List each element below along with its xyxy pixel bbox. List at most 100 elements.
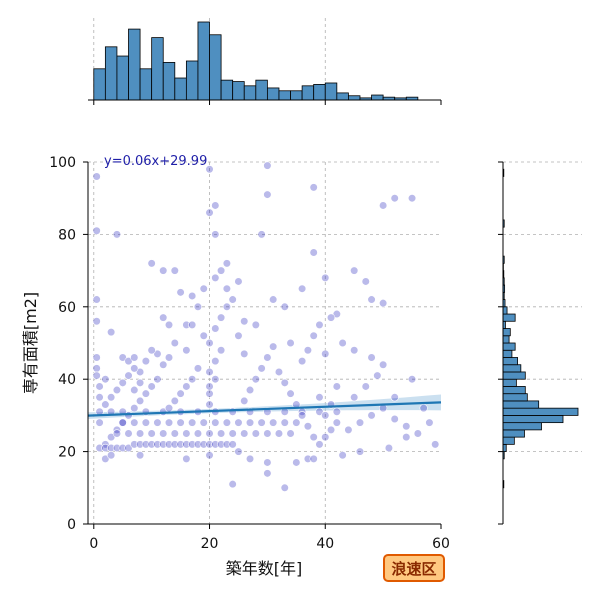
data-point — [193, 440, 203, 449]
x-hist-bar — [371, 94, 384, 101]
data-point — [240, 349, 249, 358]
y-hist-bar — [502, 306, 508, 315]
data-point — [112, 429, 122, 438]
y-hist-bar — [502, 422, 542, 431]
data-point — [182, 454, 191, 463]
data-point — [257, 418, 266, 427]
x-hist-bar — [324, 82, 338, 101]
data-point — [92, 226, 101, 235]
x-hist-bar — [348, 95, 361, 101]
data-point — [321, 349, 330, 358]
x-hist-bar — [266, 87, 280, 101]
data-point — [309, 248, 318, 257]
y-tick-label: 100 — [49, 155, 76, 171]
data-point — [211, 440, 220, 449]
data-point — [107, 451, 116, 460]
data-point — [92, 295, 101, 304]
data-point — [159, 313, 168, 322]
data-point — [164, 353, 174, 362]
data-point — [135, 378, 145, 387]
data-point — [130, 353, 139, 362]
y-hist-bar — [502, 414, 564, 424]
data-point — [124, 371, 133, 380]
data-point — [188, 375, 197, 384]
y-hist-bar — [502, 436, 515, 445]
data-point — [228, 440, 237, 449]
data-point — [367, 411, 376, 420]
data-point — [205, 429, 214, 438]
data-point — [147, 440, 156, 449]
data-point — [298, 411, 307, 420]
data-point — [280, 418, 289, 427]
data-point — [205, 165, 214, 174]
data-point — [263, 469, 272, 478]
data-point — [176, 440, 185, 449]
data-point — [211, 357, 220, 366]
data-point — [147, 382, 156, 391]
regression-line — [87, 401, 442, 417]
data-point — [298, 357, 307, 366]
x-hist-bar — [139, 68, 153, 101]
data-point — [118, 443, 127, 453]
x-hist-bar — [197, 21, 210, 101]
data-point — [95, 418, 104, 427]
data-point — [269, 295, 278, 304]
data-point — [124, 357, 133, 366]
x-hist-bar — [128, 28, 141, 101]
x-hist-bar — [313, 84, 326, 101]
x-hist-bar — [243, 85, 257, 101]
y-tick-label: 40 — [58, 372, 76, 388]
data-point — [234, 418, 243, 427]
data-point — [419, 404, 428, 413]
x-hist-bar — [93, 68, 106, 101]
data-point — [101, 454, 110, 463]
data-point — [286, 429, 295, 438]
data-point — [251, 429, 260, 438]
marginal-x-histogram — [88, 18, 442, 105]
data-point — [176, 288, 185, 297]
data-point — [130, 440, 139, 449]
data-point — [315, 320, 324, 330]
data-point — [425, 418, 434, 427]
data-point — [170, 396, 179, 406]
data-point — [234, 447, 243, 456]
y-hist-bar — [502, 371, 526, 380]
data-point — [251, 320, 260, 330]
data-point — [211, 375, 220, 384]
data-point — [274, 367, 284, 377]
data-point — [240, 429, 249, 438]
data-point — [95, 382, 104, 391]
data-point — [222, 418, 231, 427]
data-point — [326, 313, 336, 322]
data-point — [153, 349, 162, 358]
data-point — [361, 277, 370, 286]
data-point — [407, 194, 417, 203]
data-point — [101, 375, 110, 384]
data-point — [205, 389, 214, 398]
data-point — [199, 440, 208, 449]
data-point — [205, 440, 214, 449]
data-point — [390, 414, 399, 424]
data-point — [130, 418, 139, 427]
data-point — [147, 429, 156, 438]
data-point — [101, 400, 110, 409]
data-point — [193, 302, 203, 311]
data-point — [309, 183, 318, 192]
data-point — [182, 320, 191, 330]
data-point — [199, 418, 208, 427]
data-point — [92, 371, 101, 380]
data-point — [205, 367, 214, 377]
data-point — [361, 382, 370, 391]
data-point — [211, 273, 220, 282]
x-hist-bar — [336, 92, 349, 101]
x-hist-bar — [209, 34, 222, 101]
scatter-points — [92, 161, 440, 492]
x-hist-bar — [185, 60, 199, 101]
data-point — [373, 371, 382, 380]
y-hist-bar — [502, 349, 513, 358]
data-point — [147, 346, 156, 355]
data-point — [182, 382, 191, 391]
data-point — [379, 360, 388, 369]
data-point — [176, 389, 185, 398]
